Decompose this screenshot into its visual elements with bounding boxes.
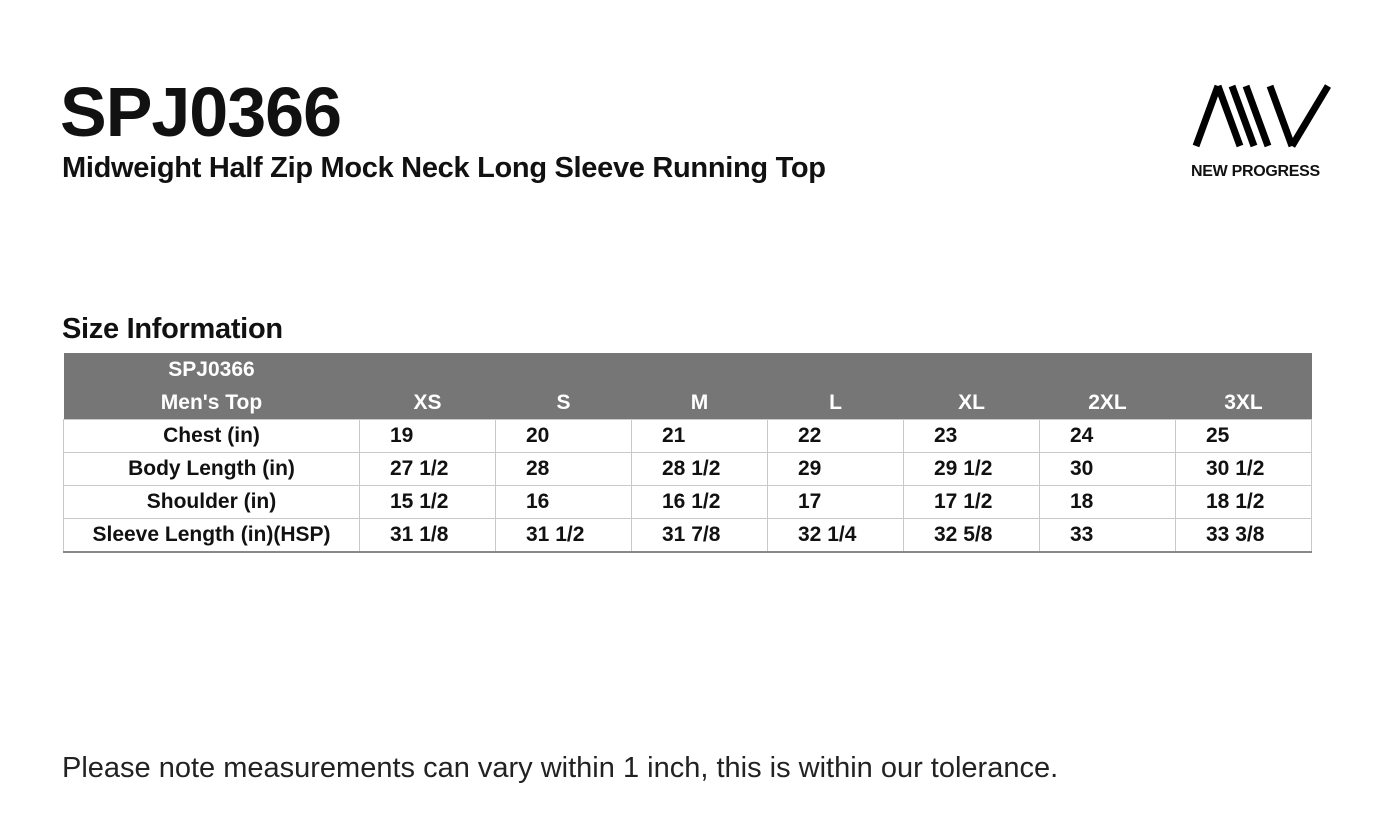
table-row: Body Length (in) 27 1/2 28 28 1/2 29 29 1/2 30… [63,452,1312,486]
size-header: S [495,386,632,420]
measurement-cell: 28 [495,452,632,486]
measurement-cell: 19 [359,419,496,453]
size-header: L [767,386,904,420]
measurement-cell: 17 1/2 [903,485,1040,519]
measurement-cell: 28 1/2 [631,452,768,486]
measurement-cell: 18 1/2 [1175,485,1312,519]
measurement-cell: 17 [767,485,904,519]
table-row: Shoulder (in) 15 1/2 16 16 1/2 17 17 1/2 18 18 … [63,485,1312,519]
row-label: Body Length (in) [63,452,360,486]
measurement-cell: 31 1/2 [495,518,632,553]
size-table: SPJ0366 Men's Top XS S M L XL 2XL 3XL Ch… [63,353,1312,553]
table-row: Sleeve Length (in)(HSP) 31 1/8 31 1/2 31 7/… [63,518,1312,553]
measurement-cell: 20 [495,419,632,453]
size-header: XL [903,386,1040,420]
aiv-logo-icon [1192,84,1332,148]
row-label: Chest (in) [63,419,360,453]
measurement-cell: 23 [903,419,1040,453]
product-title: Midweight Half Zip Mock Neck Long Sleeve… [62,152,826,184]
measurement-cell: 24 [1039,419,1176,453]
measurement-cell: 31 7/8 [631,518,768,553]
measurement-cell: 18 [1039,485,1176,519]
measurement-cell: 30 1/2 [1175,452,1312,486]
product-code: SPJ0366 [60,73,342,151]
measurement-cell: 32 5/8 [903,518,1040,553]
brand-name: NEW PROGRESS [1191,163,1320,180]
tolerance-note: Please note measurements can vary within… [62,752,1059,784]
size-header: XS [359,386,496,420]
table-header-row-2: Men's Top XS S M L XL 2XL 3XL [63,386,1312,420]
header-code: SPJ0366 [63,353,360,386]
row-label: Shoulder (in) [63,485,360,519]
measurement-cell: 25 [1175,419,1312,453]
measurement-cell: 31 1/8 [359,518,496,553]
measurement-cell: 29 [767,452,904,486]
measurement-cell: 33 3/8 [1175,518,1312,553]
measurement-cell: 33 [1039,518,1176,553]
row-label: Sleeve Length (in)(HSP) [63,518,360,553]
measurement-cell: 27 1/2 [359,452,496,486]
size-header: 3XL [1175,386,1312,420]
table-header-row-1: SPJ0366 [63,353,1312,386]
header-category: Men's Top [63,386,360,420]
measurement-cell: 32 1/4 [767,518,904,553]
measurement-cell: 30 [1039,452,1176,486]
size-header: M [631,386,768,420]
measurement-cell: 29 1/2 [903,452,1040,486]
measurement-cell: 21 [631,419,768,453]
table-row: Chest (in) 19 20 21 22 23 24 25 [63,419,1312,453]
measurement-cell: 15 1/2 [359,485,496,519]
measurement-cell: 22 [767,419,904,453]
size-header: 2XL [1039,386,1176,420]
section-title: Size Information [62,313,283,345]
measurement-cell: 16 1/2 [631,485,768,519]
measurement-cell: 16 [495,485,632,519]
